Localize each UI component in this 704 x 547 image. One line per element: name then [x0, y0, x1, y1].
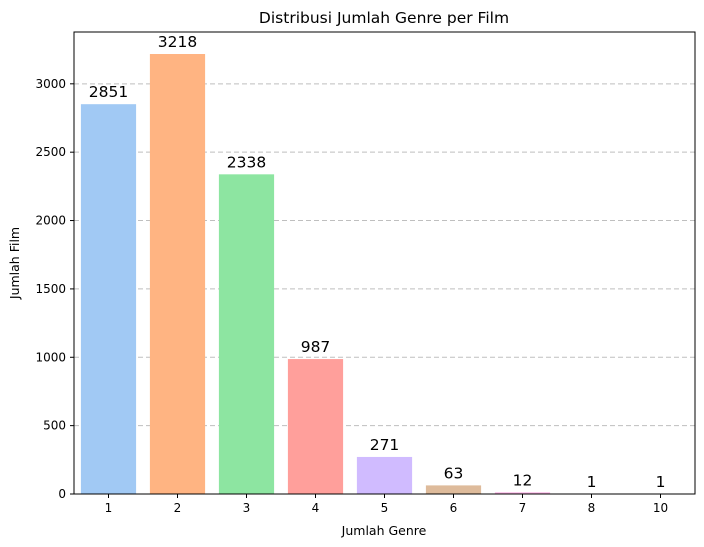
bar-3	[218, 174, 275, 494]
x-tick-label: 5	[381, 501, 389, 515]
data-labels: 2851 3218 2338 987 271 63 12 1 1	[89, 33, 666, 491]
y-tick-label: 1500	[35, 282, 66, 296]
data-label: 1	[587, 473, 597, 491]
y-tick-label: 0	[58, 487, 66, 501]
y-tick-label: 3000	[35, 77, 66, 91]
x-tick-label: 8	[588, 501, 596, 515]
y-axis-ticks: 0 500 1000 1500 2000 2500 3000	[35, 77, 74, 501]
bar-7	[494, 492, 551, 494]
y-tick-label: 2500	[35, 145, 66, 159]
bar-4	[287, 359, 344, 494]
data-label: 987	[301, 338, 331, 356]
bar-6	[425, 485, 482, 494]
data-label: 1	[656, 473, 666, 491]
bars	[80, 54, 689, 495]
data-label: 271	[370, 436, 400, 454]
data-label: 2338	[227, 153, 266, 171]
bar-2	[149, 54, 206, 494]
x-tick-label: 7	[519, 501, 527, 515]
x-tick-label: 3	[243, 501, 251, 515]
x-axis-ticks: 1 2 3 4 5 6 7 8 10	[105, 494, 668, 515]
y-tick-label: 500	[43, 419, 66, 433]
chart-title: Distribusi Jumlah Genre per Film	[259, 9, 509, 27]
x-tick-label: 2	[174, 501, 182, 515]
x-axis-label: Jumlah Genre	[341, 523, 427, 538]
x-tick-label: 1	[105, 501, 113, 515]
data-label: 3218	[158, 33, 197, 51]
data-label: 2851	[89, 83, 128, 101]
y-tick-label: 1000	[35, 350, 66, 364]
x-tick-label: 6	[450, 501, 458, 515]
x-tick-label: 10	[653, 501, 668, 515]
data-label: 63	[444, 464, 464, 482]
bar-5	[356, 456, 413, 494]
bar-1	[80, 104, 137, 494]
y-axis-label: Jumlah Film	[7, 227, 22, 300]
x-tick-label: 4	[312, 501, 320, 515]
y-tick-label: 2000	[35, 214, 66, 228]
data-label: 12	[513, 471, 533, 489]
